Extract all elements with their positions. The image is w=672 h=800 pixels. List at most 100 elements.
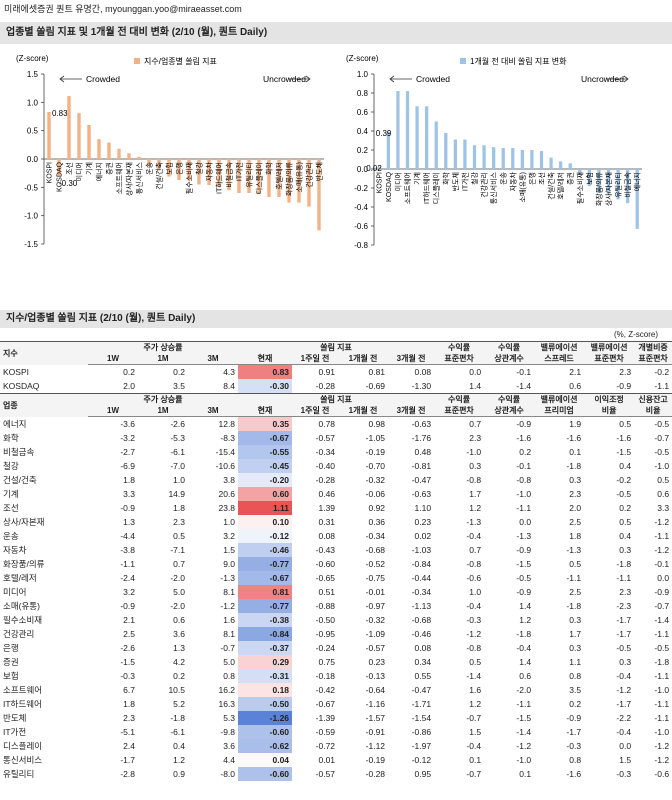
- bar: [549, 157, 553, 169]
- table-cell: 1.2: [469, 699, 482, 709]
- table-cell: -1.26: [238, 711, 293, 725]
- table-cell: 3.5: [569, 685, 582, 695]
- bar: [425, 106, 429, 169]
- table-cell: 필수소비재: [3, 615, 43, 625]
- table-cell: 비율: [584, 405, 635, 417]
- y-tick-label: 0.6: [357, 108, 369, 117]
- table-cell: -1.8: [170, 713, 185, 723]
- table-cell: -0.19: [365, 755, 386, 765]
- table-cell: 1W: [88, 353, 138, 365]
- table-cell: -1.13: [411, 601, 432, 611]
- table-cell: 2.3: [173, 517, 185, 527]
- x-tick-label: 증권: [567, 172, 575, 185]
- y-tick-label: 1.0: [27, 98, 39, 107]
- y-tick-label: -0.4: [354, 203, 368, 212]
- table-cell: -0.57: [315, 433, 336, 443]
- x-tick-label: 건설/건축: [547, 171, 556, 199]
- bar: [147, 159, 151, 166]
- table-cell: -0.32: [365, 615, 386, 625]
- table-row: 호텔/레저 -2.4 -2.0 -1.3 -0.67 -0.65 -0.75 -0.44 -0.…: [0, 571, 672, 585]
- bar: [247, 159, 251, 193]
- bar: [492, 147, 496, 169]
- table-cell: -1.1: [616, 573, 632, 583]
- table-cell: -1.0: [516, 755, 532, 765]
- table-cell: 1.4: [469, 381, 482, 391]
- table-cell: -2.8: [120, 769, 135, 779]
- table-cell: 0.81: [368, 367, 386, 377]
- table-cell: 0.98: [368, 419, 386, 429]
- y-tick-label: 0.0: [27, 155, 39, 164]
- table-cell: 16.3: [218, 699, 236, 709]
- y-tick-label: -0.2: [354, 184, 368, 193]
- table-cell: 0.7: [469, 419, 482, 429]
- table-cell: -2.4: [120, 573, 135, 583]
- table-cell: 표준편차: [434, 353, 485, 365]
- table-cell: -0.2: [616, 475, 632, 485]
- table-cell: 8.4: [223, 381, 236, 391]
- table-cell: -0.4: [466, 531, 482, 541]
- table-cell: -1.2: [654, 741, 670, 751]
- table-cell: 0.3: [619, 657, 632, 667]
- table-row: 화학 -3.2 -5.3 -8.3 -0.67 -0.57 -1.05 -1.76 2.3 -1.…: [0, 431, 672, 445]
- table-cell: 14.9: [168, 489, 185, 499]
- table-cell: 신용잔고: [634, 393, 672, 405]
- table-cell: -0.3: [616, 769, 632, 779]
- table-cell: 3M: [188, 405, 239, 417]
- table-cell: 밸류에이션: [534, 393, 585, 405]
- bar: [626, 169, 630, 204]
- table-cell: -0.9: [516, 419, 532, 429]
- table-cell: -1.76: [411, 433, 432, 443]
- table-cell: -8.0: [220, 769, 236, 779]
- table-cell: 10.5: [168, 685, 185, 695]
- legend-label: 1개월 전 대비 쏠림 지표 변화: [470, 56, 567, 66]
- table-cell: -1.54: [411, 713, 432, 723]
- x-tick-label: 은행: [175, 162, 184, 175]
- table-cell: -0.8: [466, 643, 482, 653]
- table-cell: 주가 상승률: [88, 393, 239, 405]
- x-tick-label: 미디어: [75, 162, 84, 181]
- table-cell: -0.32: [365, 475, 386, 485]
- table-cell: -1.5: [616, 447, 632, 457]
- table-cell: 0.3: [569, 475, 582, 485]
- table-cell: -0.52: [365, 559, 386, 569]
- table-cell: 0.08: [318, 531, 336, 541]
- table-row: KOSPI 0.2 0.2 4.3 0.83 0.91 0.81 0.08 0.0 -0.1 2.1…: [0, 364, 672, 379]
- table-cell: 1주일 전: [292, 405, 339, 417]
- table-cell: 0.34: [414, 657, 432, 667]
- table-cell: -1.3: [220, 573, 236, 583]
- table-row: 화장품/의류 -1.1 0.7 9.0 -0.77 -0.60 -0.52 -0.84 -0.8…: [0, 557, 672, 571]
- table-cell: 1.6: [223, 615, 236, 625]
- table-cell: 0.81: [238, 585, 293, 599]
- table-cell: -1.12: [365, 741, 386, 751]
- table-cell: -1.30: [411, 381, 432, 391]
- table-cell: -1.6: [616, 433, 632, 443]
- y-tick-label: -1.5: [24, 240, 38, 249]
- table-row: 업종 주가 상승률 쏠림 지표 수익률 수익률 밸류에이션 이익조정 신용잔고: [0, 393, 672, 417]
- table-cell: 밸류에이션: [584, 341, 635, 353]
- table-row: 필수소비재 2.1 0.6 1.6 -0.38 -0.50 -0.32 -0.68 -0.3 1.…: [0, 613, 672, 627]
- table-row: 건강관리 2.5 3.6 8.1 -0.84 -0.95 -1.09 -0.46 -1.2 -1.…: [0, 627, 672, 641]
- x-tick-label: 호텔/레저: [275, 162, 284, 190]
- y-axis-label: (Z-score): [16, 54, 49, 63]
- table-cell: 철강: [3, 461, 19, 471]
- table-cell: -1.5: [516, 559, 532, 569]
- table-cell: -0.2: [654, 367, 670, 377]
- table-cell: 0.1: [519, 769, 532, 779]
- table-cell: -0.91: [365, 727, 386, 737]
- x-tick-label: 건강관리: [480, 172, 489, 198]
- x-tick-label: 기계: [413, 172, 422, 185]
- table-cell: -0.47: [411, 475, 432, 485]
- bar: [227, 159, 231, 191]
- table-cell: -7.1: [170, 545, 185, 555]
- bar: [207, 159, 211, 186]
- table-cell: -1.0: [654, 727, 670, 737]
- table-cell: -1.5: [516, 713, 532, 723]
- table-cell: -1.3: [466, 517, 482, 527]
- table-cell: 0.5: [469, 657, 482, 667]
- x-tick-label: 소프트웨어: [403, 172, 412, 204]
- table-cell: 4.4: [223, 755, 236, 765]
- table-cell: 20.6: [218, 489, 236, 499]
- x-tick-label: 건설/건축: [155, 161, 164, 189]
- x-tick-label: 통신서비스: [489, 171, 498, 204]
- table-cell: -0.1: [654, 559, 670, 569]
